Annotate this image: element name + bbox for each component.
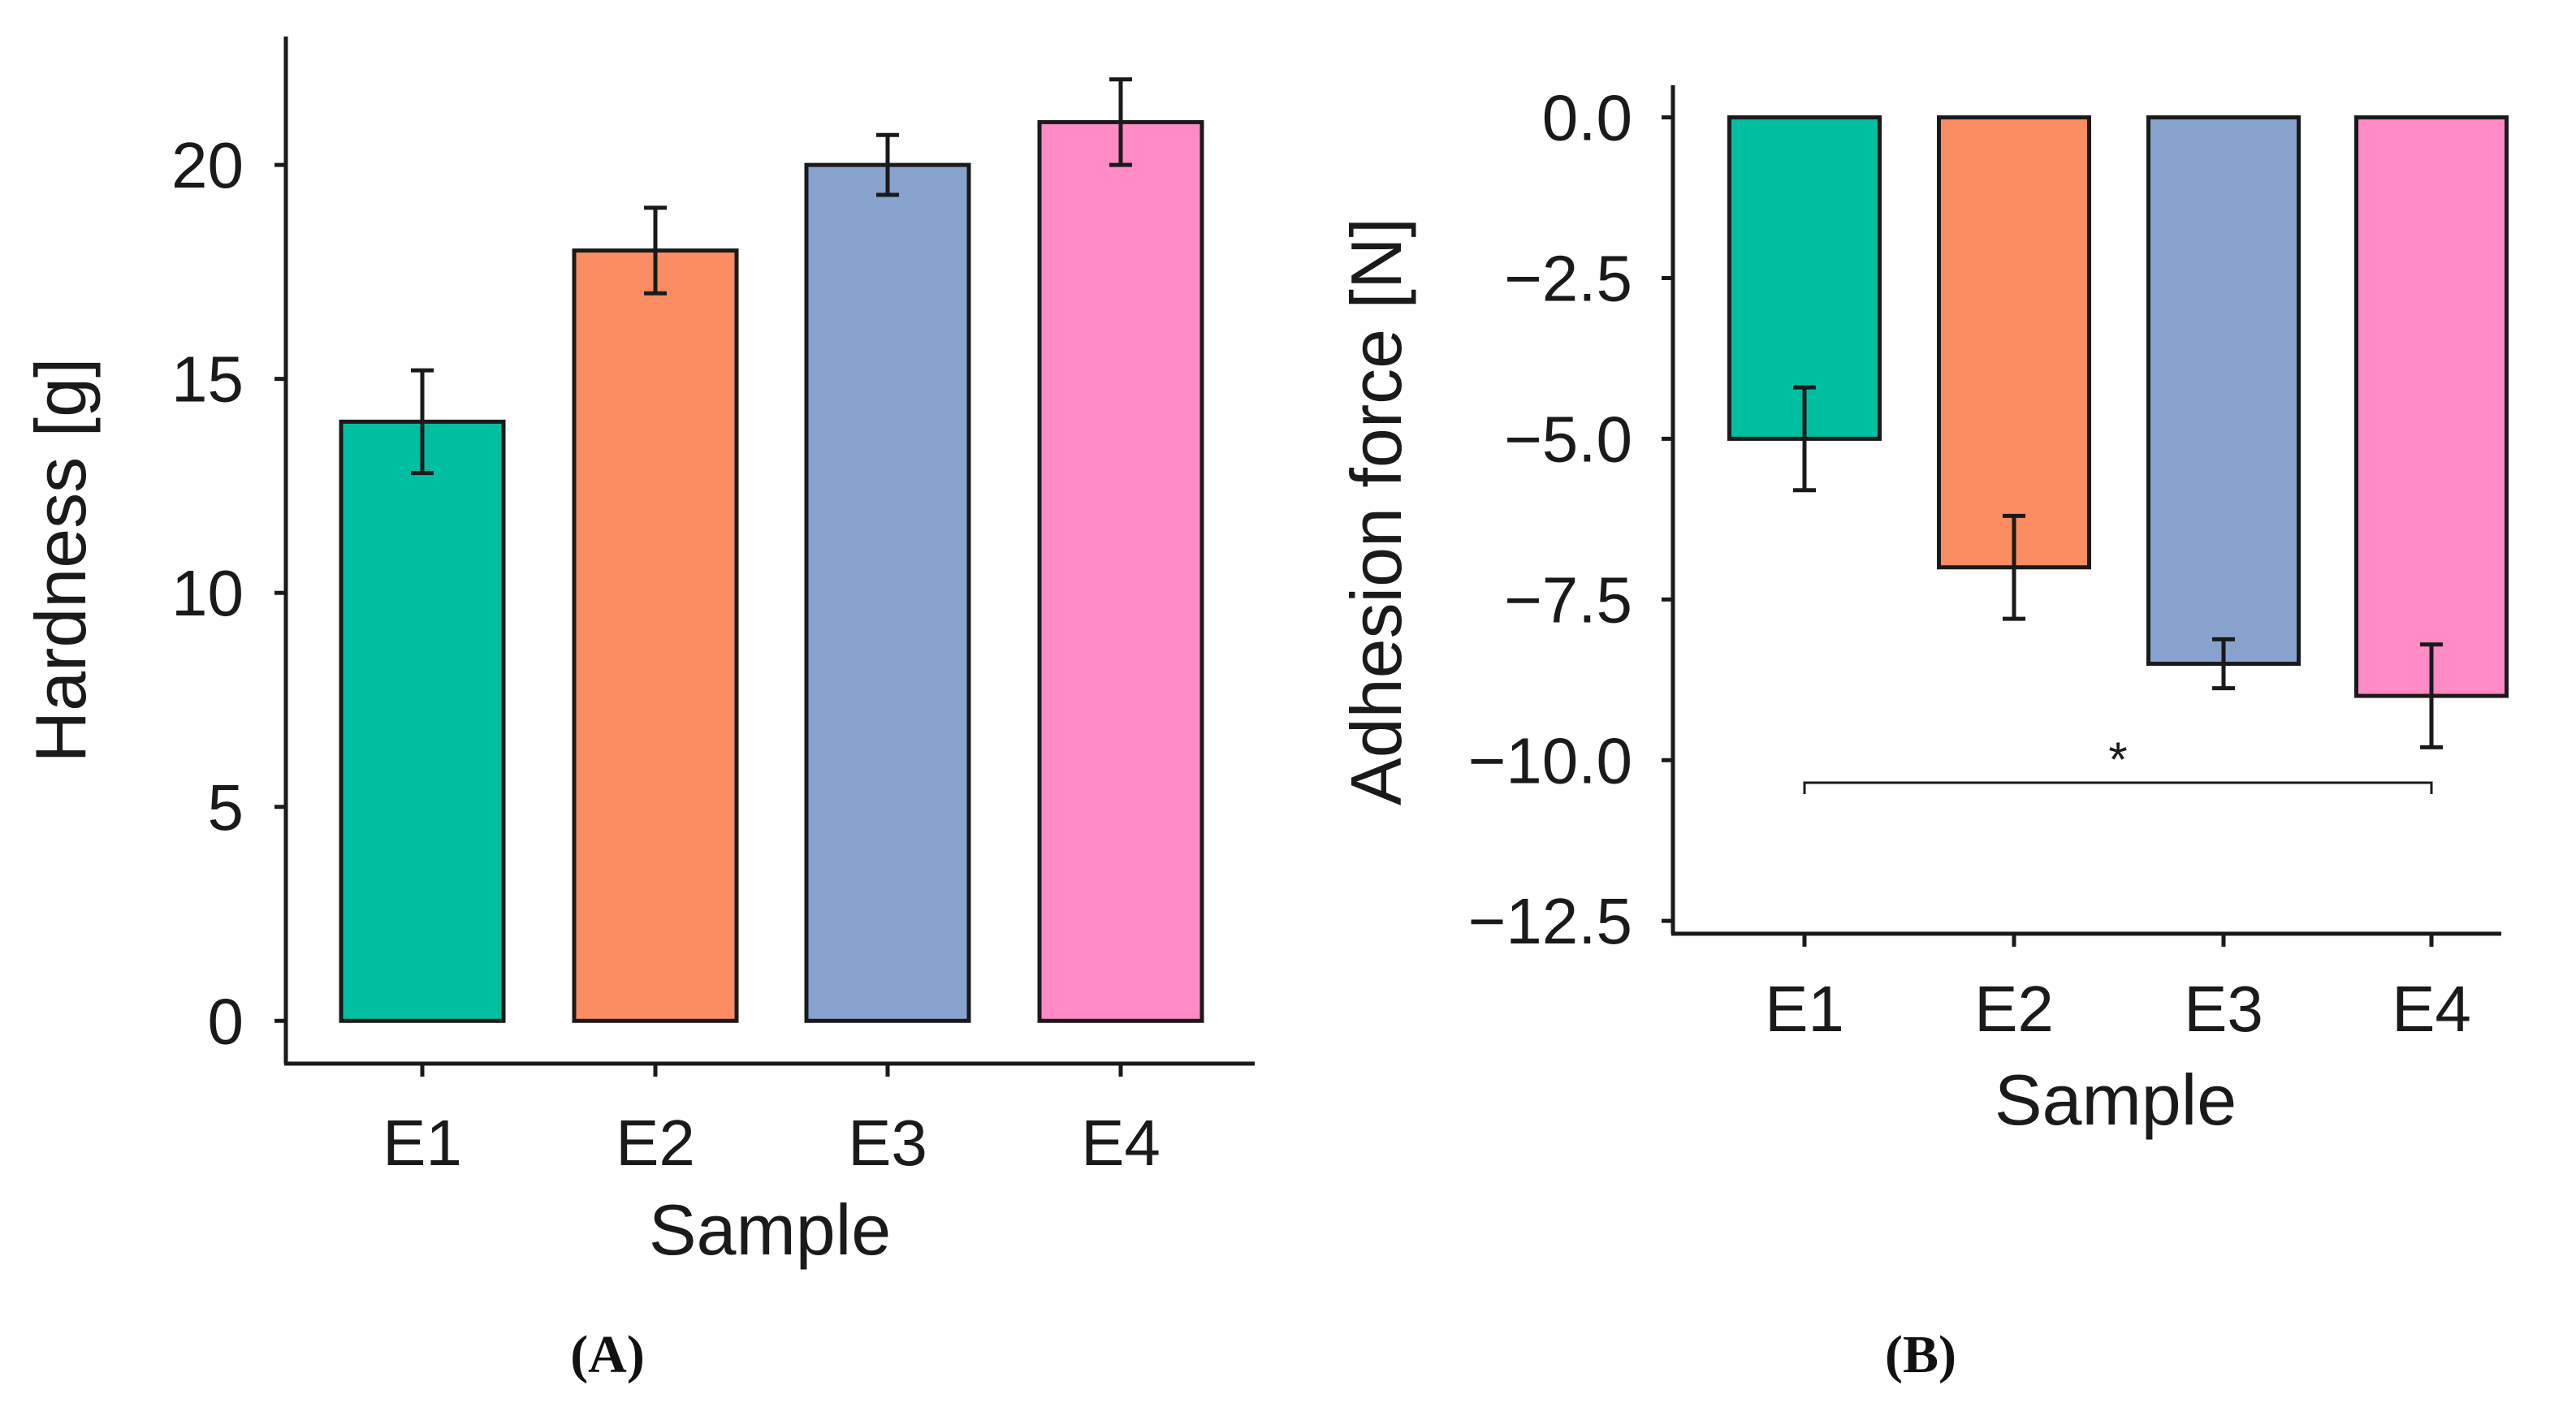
panel-a-x-tick-label: E4 xyxy=(1081,1107,1160,1179)
panel-b-bar-e2 xyxy=(1937,115,2091,570)
panel-b-significance-label: * xyxy=(2108,732,2127,787)
panel-a-bar-e1 xyxy=(339,419,506,1023)
panel-a-error-bar-e1 xyxy=(411,368,434,476)
panel-b-x-tick-label: E4 xyxy=(2392,973,2471,1045)
panel-b-x-axis-title: Sample xyxy=(1995,1060,2237,1140)
panel-b-y-tick-label: −2.5 xyxy=(1504,243,1632,315)
panel-b-error-bar-e1 xyxy=(1793,385,1816,493)
panel-a-bar-e2 xyxy=(572,248,739,1023)
panel-a-bar-e4 xyxy=(1037,119,1204,1023)
panel-a-bar-e3 xyxy=(804,162,971,1023)
panel-a-y-tick-label: 15 xyxy=(171,343,244,416)
panel-b-bar-e1 xyxy=(1727,115,1882,441)
panel-a-x-tick-label: E2 xyxy=(616,1107,695,1179)
panel-a-panel-label: (A) xyxy=(570,1325,645,1384)
panel-a-hardness-chart: 0 5 10 15 20 E1 E2 E3 E4 Sample Hardness [g] (A) xyxy=(20,37,1255,1384)
panel-a-y-tick-label: 20 xyxy=(171,129,244,201)
panel-b-bar-e3 xyxy=(2146,115,2301,667)
panel-b-x-tick-label: E2 xyxy=(1974,973,2054,1045)
panel-b-y-tick-label: −5.0 xyxy=(1504,403,1632,475)
panel-a-error-bar-e4 xyxy=(1109,77,1132,167)
panel-b-error-bar-e4 xyxy=(2420,642,2443,749)
panel-a-x-tick-label: E3 xyxy=(848,1107,927,1179)
panel-a-error-bar-e3 xyxy=(876,132,899,197)
panel-b-y-axis-title: Adhesion force [N] xyxy=(1336,218,1416,805)
panel-a-y-tick-label: 5 xyxy=(208,771,244,844)
panel-b-y-tick-label: −7.5 xyxy=(1504,563,1632,636)
panel-b-error-bar-e2 xyxy=(2003,513,2025,621)
panel-b-x-tick-label: E1 xyxy=(1765,973,1844,1045)
panel-a-y-axis-title: Hardness [g] xyxy=(20,358,101,763)
panel-b-y-tick-label: −10.0 xyxy=(1468,724,1632,796)
panel-a-error-bar-e2 xyxy=(644,205,667,296)
panel-b-x-tick-label: E3 xyxy=(2184,973,2263,1045)
panel-b-significance-bracket xyxy=(1803,781,2433,794)
panel-b-y-tick-label: −12.5 xyxy=(1468,885,1632,957)
panel-a-y-tick-label: 10 xyxy=(171,557,244,629)
panel-a-x-axis-title: Sample xyxy=(649,1189,891,1270)
panel-b-panel-label: (B) xyxy=(1885,1325,1956,1384)
panel-b-bar-e4 xyxy=(2354,115,2509,698)
panel-a-x-tick-label: E1 xyxy=(383,1107,462,1179)
panel-a-y-tick-label: 0 xyxy=(208,985,244,1057)
panel-b-adhesion-chart: 0.0 −2.5 −5.0 −7.5 −10.0 −12.5 E1 E2 E3 E4 * Sample… xyxy=(1336,82,2509,1384)
panel-b-y-tick-label: 0.0 xyxy=(1542,82,1632,154)
panel-b-error-bar-e3 xyxy=(2212,637,2235,691)
